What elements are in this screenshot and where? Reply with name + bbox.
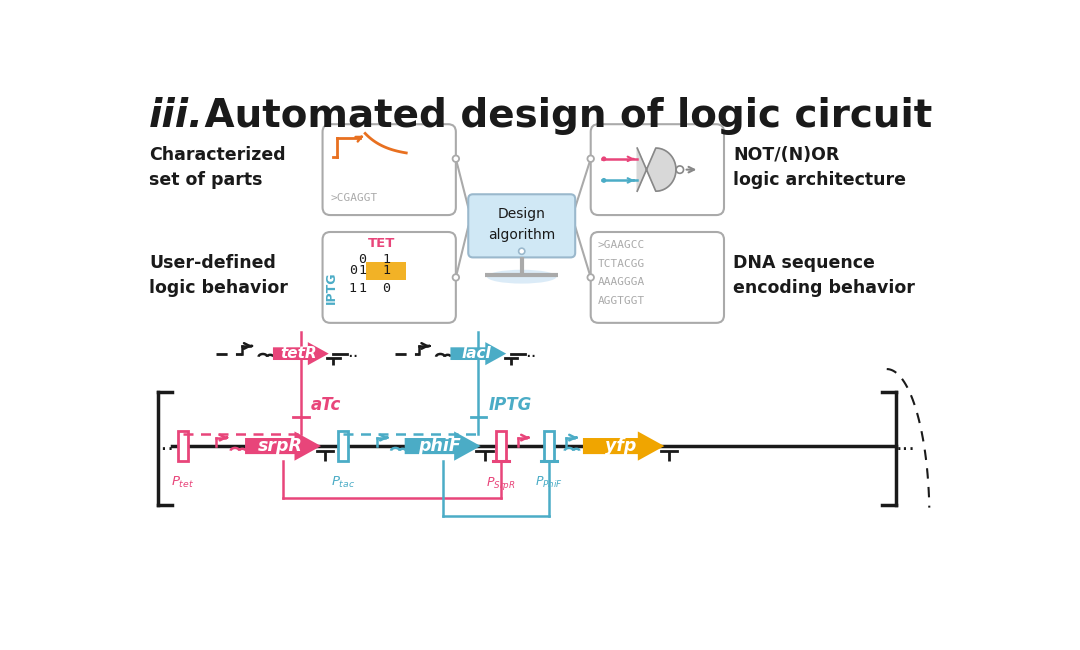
Text: IPTG: IPTG (325, 271, 338, 304)
Text: >CGAGGT: >CGAGGT (330, 193, 378, 203)
Text: yfp: yfp (605, 437, 637, 455)
Text: 1  0: 1 0 (360, 283, 391, 296)
FancyBboxPatch shape (469, 194, 576, 257)
Bar (177, 431, 188, 462)
Text: AGGTGGT: AGGTGGT (597, 296, 645, 306)
Text: ...: ... (156, 434, 175, 454)
Text: IPTG: IPTG (488, 396, 531, 413)
Circle shape (518, 248, 525, 254)
Text: Design: Design (498, 207, 545, 220)
Text: DNA sequence
encoding behavior: DNA sequence encoding behavior (733, 254, 915, 296)
Text: $P_{tac}$: $P_{tac}$ (330, 474, 355, 489)
Text: 1: 1 (349, 283, 356, 296)
Text: ...: ... (896, 434, 916, 454)
Text: 0: 0 (349, 265, 356, 278)
Text: $P_{PhiF}$: $P_{PhiF}$ (536, 474, 563, 489)
Text: 1  1: 1 1 (360, 265, 391, 278)
Text: ..: .. (348, 343, 359, 361)
Text: TCTACGG: TCTACGG (597, 259, 645, 268)
Circle shape (453, 155, 459, 162)
Bar (496, 431, 507, 462)
Circle shape (453, 274, 459, 281)
Text: tetR: tetR (281, 346, 318, 361)
Text: srpR: srpR (258, 437, 302, 455)
Circle shape (588, 274, 594, 281)
Text: TET: TET (368, 237, 395, 250)
Text: >GAAGCC: >GAAGCC (597, 240, 645, 250)
Text: $P_{tet}$: $P_{tet}$ (171, 474, 194, 489)
Text: phiF: phiF (419, 437, 461, 455)
Circle shape (588, 155, 594, 162)
Text: ..: .. (525, 343, 537, 361)
Text: User-defined
logic behavior: User-defined logic behavior (149, 254, 288, 296)
Polygon shape (405, 432, 481, 461)
Text: aTc: aTc (311, 396, 341, 413)
Polygon shape (245, 432, 321, 461)
Text: 0  1: 0 1 (360, 254, 391, 266)
Text: Automated design of logic circuit: Automated design of logic circuit (191, 98, 932, 135)
Circle shape (602, 178, 606, 183)
Text: $P_{SrpR}$: $P_{SrpR}$ (486, 474, 516, 491)
Text: Characterized
set of parts: Characterized set of parts (149, 146, 285, 188)
Text: lacI: lacI (461, 346, 491, 361)
Text: AAAGGGA: AAAGGGA (597, 277, 645, 287)
Bar (366, 262, 406, 279)
FancyBboxPatch shape (323, 124, 456, 215)
Text: NOT/(N)OR
logic architecture: NOT/(N)OR logic architecture (733, 146, 906, 188)
Circle shape (602, 157, 606, 161)
FancyBboxPatch shape (591, 232, 724, 323)
FancyBboxPatch shape (591, 124, 724, 215)
Ellipse shape (487, 270, 556, 283)
Polygon shape (273, 342, 328, 365)
Text: iii.: iii. (149, 98, 204, 135)
Text: algorithm: algorithm (488, 228, 555, 242)
Polygon shape (583, 432, 664, 461)
Circle shape (676, 166, 684, 174)
Polygon shape (637, 148, 676, 191)
Polygon shape (450, 342, 507, 365)
FancyBboxPatch shape (323, 232, 456, 323)
Bar (544, 431, 554, 462)
Bar (338, 431, 348, 462)
